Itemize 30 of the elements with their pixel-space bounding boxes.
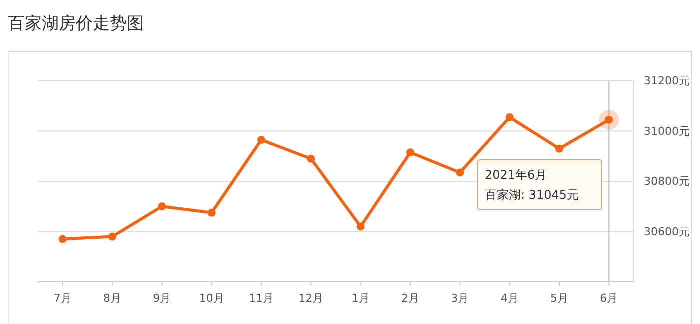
x-tick-label: 10月 [199,292,224,305]
annotation: 百家湖: 31045元 [485,188,580,202]
point [108,232,116,241]
x-tick-label: 4月 [500,292,519,305]
point [158,202,166,211]
y-tick-label: 31200元 [644,74,690,88]
x-tick-label: 5月 [550,292,568,305]
x-tick-label: 2月 [402,292,420,305]
y-tick-label: 30600元 [644,225,690,238]
point [258,136,266,144]
y-tick-label: 31000元 [644,124,690,138]
x-tick-label: 9月 [153,292,172,305]
annotation: 2021年6月 [485,168,548,182]
point [58,235,67,244]
x-tick-label: 6月 [600,292,618,305]
point [208,208,216,217]
point [307,154,316,163]
x-tick-label: 12月 [298,292,324,305]
x-tick-label: 11月 [249,292,274,305]
y-tick-label: 30800元 [644,175,690,188]
x-tick-label: 7月 [54,292,72,305]
point [506,113,514,122]
x-tick-label: 3月 [451,292,470,305]
point [556,144,564,153]
x-tick-label: 1月 [352,292,370,305]
chart-title: 百家湖房价走势图 [8,14,144,34]
x-tick-label: 8月 [104,292,122,305]
point [406,148,414,157]
point [456,168,464,177]
point [356,222,365,231]
